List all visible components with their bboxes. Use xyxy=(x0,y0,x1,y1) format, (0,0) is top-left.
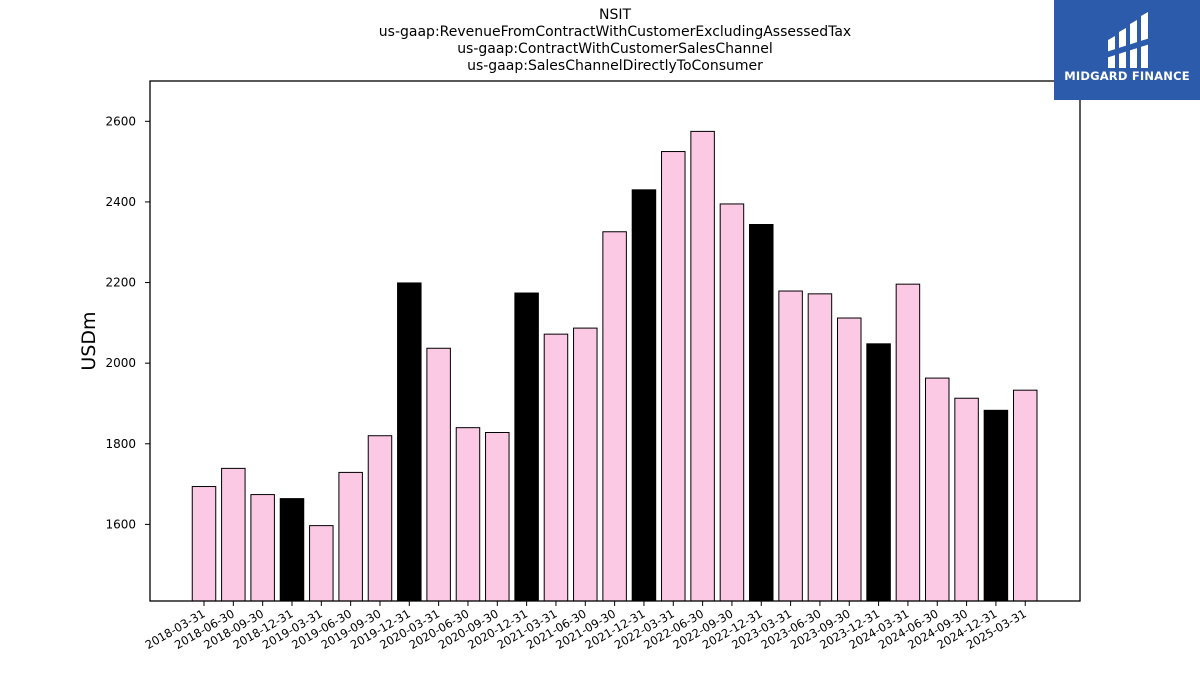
logo-text: MIDGARD FINANCE xyxy=(1064,69,1190,83)
bar xyxy=(250,494,275,602)
y-tick-label: 2200 xyxy=(105,276,136,290)
bar xyxy=(602,231,627,602)
title-line-ticker: NSIT xyxy=(598,7,632,23)
bar xyxy=(866,343,891,602)
bar xyxy=(221,467,246,602)
bar xyxy=(954,397,979,602)
bar xyxy=(807,293,833,602)
title-line-member: us-gaap:SalesChannelDirectlyToConsumer xyxy=(467,58,763,74)
bar xyxy=(749,224,774,602)
bar xyxy=(661,151,686,602)
title-line-axis: us-gaap:ContractWithCustomerSalesChannel xyxy=(457,41,773,57)
bar xyxy=(719,203,745,602)
y-axis-label: USDm xyxy=(78,311,100,370)
bar xyxy=(514,292,539,602)
bar xyxy=(925,377,950,602)
bar xyxy=(485,432,510,602)
bar xyxy=(279,498,305,602)
title-line-concept: us-gaap:RevenueFromContractWithCustomerE… xyxy=(378,24,852,40)
bar xyxy=(895,283,921,602)
bar xyxy=(543,333,569,602)
bar xyxy=(338,471,363,602)
y-tick-label: 1800 xyxy=(105,437,136,451)
bar xyxy=(573,327,598,602)
bar xyxy=(455,427,481,602)
y-tick-label: 1600 xyxy=(105,517,136,531)
bar xyxy=(397,282,422,602)
bar xyxy=(837,317,862,602)
bar xyxy=(778,290,803,602)
y-tick-label: 2000 xyxy=(105,356,136,370)
bar xyxy=(690,130,715,602)
bar xyxy=(631,189,657,602)
bar xyxy=(191,486,217,602)
bar xyxy=(426,347,451,602)
chart-title: NSIT us-gaap:RevenueFromContractWithCust… xyxy=(150,7,1080,75)
y-tick-label: 2400 xyxy=(105,195,136,209)
bar xyxy=(367,435,393,602)
brand-logo: MIDGARD FINANCE xyxy=(1054,0,1200,100)
bar xyxy=(1012,389,1038,602)
midgard-logo-icon xyxy=(1106,12,1150,68)
bar xyxy=(309,525,334,602)
bar xyxy=(983,409,1009,602)
y-tick-label: 2600 xyxy=(105,114,136,128)
